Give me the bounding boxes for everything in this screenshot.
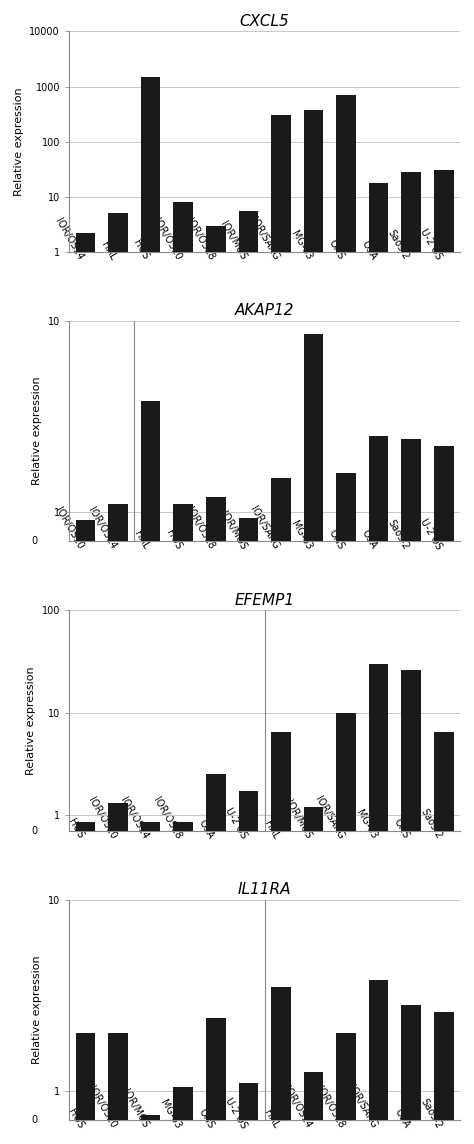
Title: IL11RA: IL11RA [238,882,292,897]
Bar [173,202,193,1144]
Text: 0: 0 [32,1115,38,1126]
Bar [271,987,291,1144]
Bar [173,1087,193,1144]
Bar [401,439,421,1144]
Bar [76,823,95,1144]
Bar [108,803,128,1144]
Title: AKAP12: AKAP12 [235,303,294,318]
Bar [336,472,356,1144]
Bar [238,792,258,1144]
Bar [108,213,128,1144]
Bar [206,496,226,1144]
Bar [76,233,95,1144]
Bar [401,1006,421,1144]
Bar [173,823,193,1144]
Bar [434,446,454,1144]
Bar [336,713,356,1144]
Bar [141,823,160,1144]
Bar [238,1082,258,1144]
Bar [173,503,193,1144]
Bar [401,670,421,1144]
Bar [76,521,95,1144]
Bar [304,334,323,1144]
Bar [369,980,388,1144]
Bar [434,1011,454,1144]
Bar [401,172,421,1144]
Bar [271,478,291,1144]
Title: EFEMP1: EFEMP1 [235,593,295,607]
Bar [271,114,291,1144]
Bar [369,183,388,1144]
Text: 0: 0 [32,826,38,836]
Y-axis label: Relative expression: Relative expression [26,666,36,774]
Bar [108,503,128,1144]
Bar [336,1033,356,1144]
Bar [141,1114,160,1144]
Bar [336,95,356,1144]
Bar [76,1033,95,1144]
Bar [238,518,258,1144]
Bar [141,402,160,1144]
Bar [434,732,454,1144]
Bar [108,1033,128,1144]
Bar [271,732,291,1144]
Bar [238,210,258,1144]
Bar [304,807,323,1144]
Bar [304,1072,323,1144]
Y-axis label: Relative expression: Relative expression [32,955,42,1064]
Bar [369,664,388,1144]
Bar [206,225,226,1144]
Y-axis label: Relative expression: Relative expression [32,376,42,485]
Bar [369,436,388,1144]
Title: CXCL5: CXCL5 [240,14,290,29]
Bar [434,170,454,1144]
Bar [304,110,323,1144]
Bar [206,774,226,1144]
Bar [141,77,160,1144]
Text: 0: 0 [32,537,38,547]
Y-axis label: Relative expression: Relative expression [14,87,24,196]
Bar [206,1018,226,1144]
